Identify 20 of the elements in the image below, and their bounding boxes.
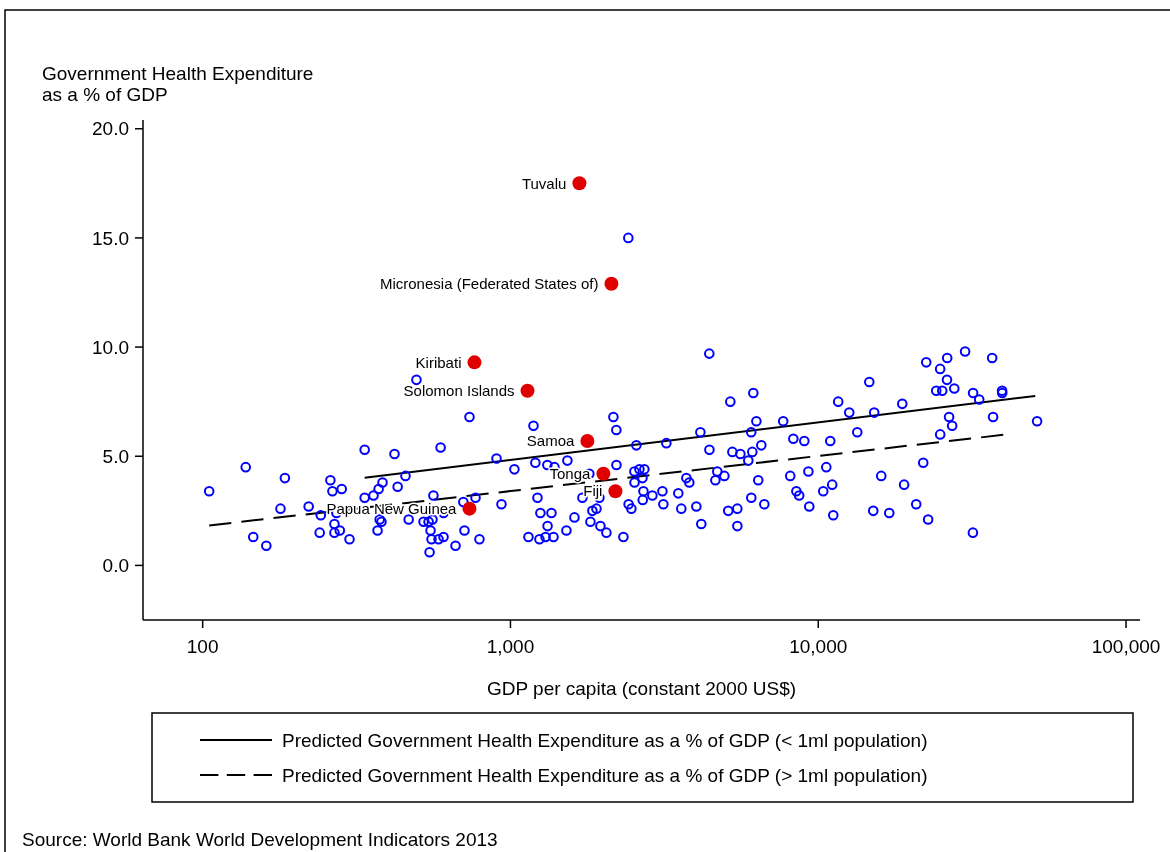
annotation: Kiribati	[415, 353, 462, 371]
x-tick-label: 100,000	[1091, 636, 1161, 657]
y-tick-label: 10.0	[92, 336, 129, 358]
y-tick-label: 15.0	[92, 227, 129, 249]
y-tick-label: 20.0	[92, 118, 129, 140]
annotation: Samoa	[526, 432, 576, 450]
x-tick-label: 10,000	[789, 636, 848, 657]
annotation: Fiji	[583, 482, 603, 500]
x-tick-label: 100	[186, 636, 219, 657]
legend-label: Predicted Government Health Expenditure as a % of GDP (> 1ml population)	[282, 764, 928, 786]
x-tick-label: 1,000	[486, 636, 535, 657]
x-axis-title: GDP per capita (constant 2000 US$)	[486, 678, 797, 699]
y-tick-label: 5.0	[102, 445, 129, 467]
annotation: Micronesia (Federated States of)	[379, 275, 599, 293]
annotation: Solomon Islands	[403, 381, 515, 399]
source-note: Source: World Bank World Development Indicators 2013	[22, 829, 498, 850]
y-tick-label: 0.0	[102, 555, 129, 577]
legend-label: Predicted Government Health Expenditure as a % of GDP (< 1ml population)	[282, 729, 928, 751]
y-axis-title: Government Health Expenditure as a % of GDP	[42, 63, 314, 105]
annotation: Tuvalu	[521, 174, 567, 192]
